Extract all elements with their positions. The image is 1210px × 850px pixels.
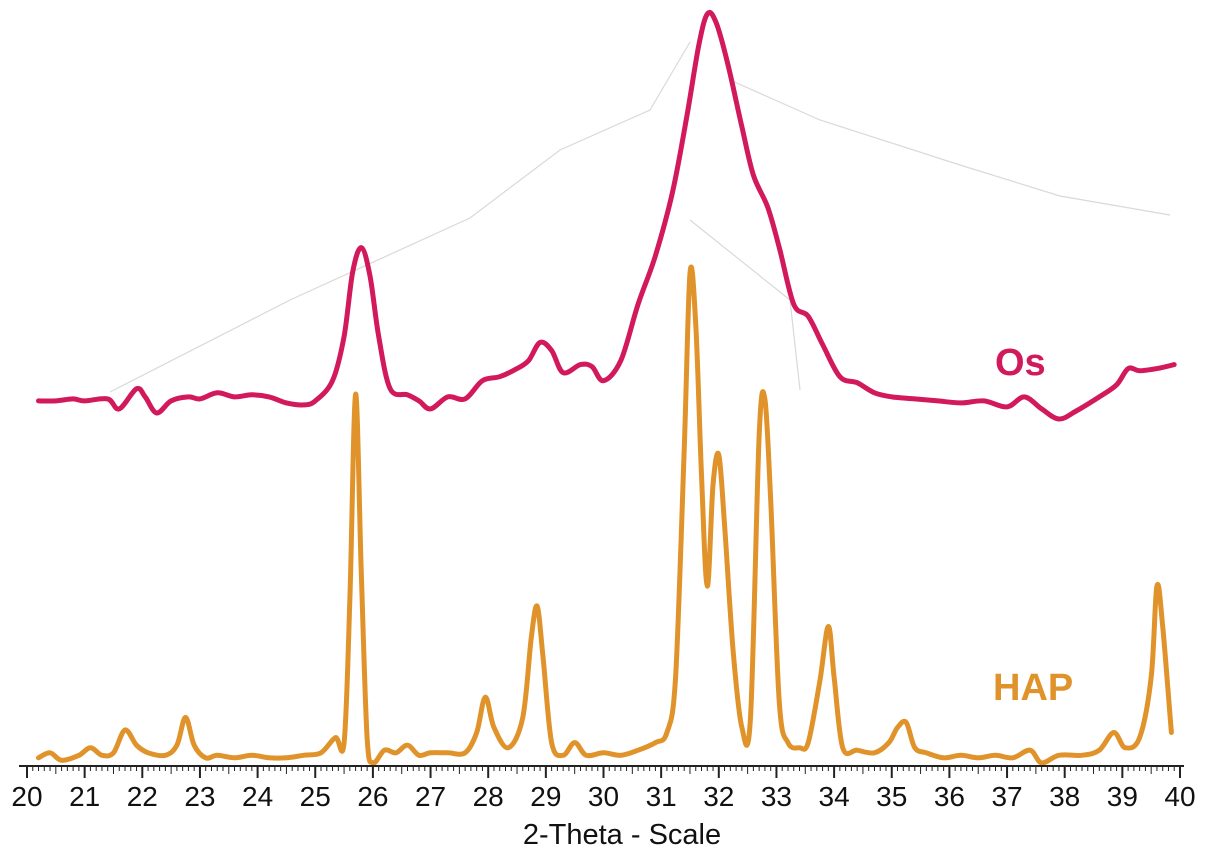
x-tick-label: 30 xyxy=(588,781,619,812)
trace-group xyxy=(36,10,1177,766)
series-label-hap: HAP xyxy=(993,667,1073,709)
x-tick-label: 29 xyxy=(530,781,561,812)
x-tick-label: 32 xyxy=(703,781,734,812)
x-tick-label: 23 xyxy=(184,781,215,812)
x-tick-label: 26 xyxy=(357,781,388,812)
x-axis-title: 2-Theta - Scale xyxy=(523,819,721,850)
series-label-group: Os HAP xyxy=(993,342,1073,709)
x-axis: 20 21 22 23 24 25 26 27 28 29 30 31 32 33 34 35 36 37 38 39… xyxy=(11,765,1196,812)
x-tick-label: 24 xyxy=(242,781,273,812)
x-tick-label: 35 xyxy=(876,781,907,812)
x-tick-label: 36 xyxy=(934,781,965,812)
x-tick-label: 28 xyxy=(473,781,504,812)
x-tick-label: 21 xyxy=(69,781,100,812)
x-tick-label: 40 xyxy=(1164,781,1195,812)
x-tick-label: 37 xyxy=(991,781,1022,812)
guide-line xyxy=(109,41,1171,393)
series-label-os: Os xyxy=(995,342,1046,384)
x-tick-label: 33 xyxy=(761,781,792,812)
x-tick-label: 25 xyxy=(300,781,331,812)
series-line-hap xyxy=(36,264,1174,766)
x-tick-label: 34 xyxy=(819,781,850,812)
faint-guide-lines xyxy=(109,41,1171,393)
x-tick-label: 22 xyxy=(127,781,158,812)
series-line-os xyxy=(36,10,1177,422)
x-tick-label: 31 xyxy=(646,781,677,812)
x-tick-label: 27 xyxy=(415,781,446,812)
x-tick-label: 38 xyxy=(1049,781,1080,812)
x-tick-label: 39 xyxy=(1107,781,1138,812)
x-tick-label: 20 xyxy=(11,781,42,812)
